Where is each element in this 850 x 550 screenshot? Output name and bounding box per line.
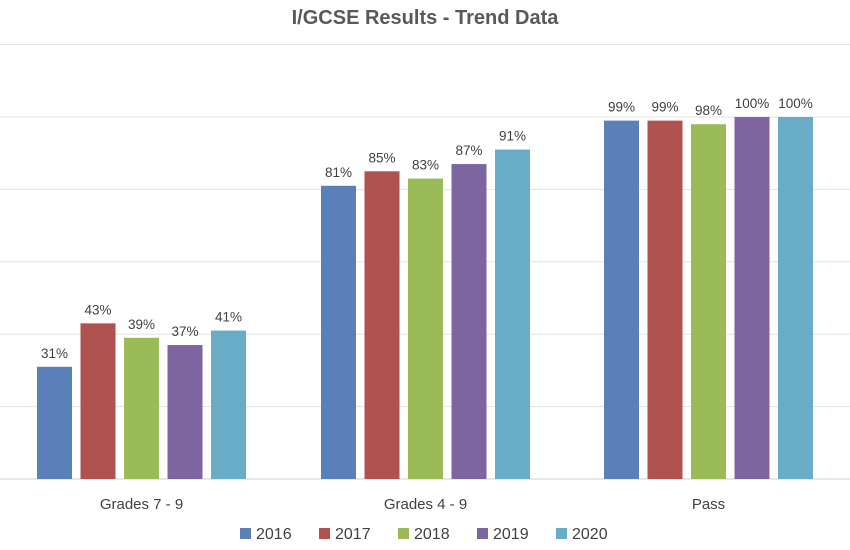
data-label: 91% [499, 129, 526, 144]
bar-2018-2 [691, 124, 726, 480]
legend-swatch-2020 [556, 528, 567, 539]
data-label: 43% [84, 302, 111, 317]
data-label: 87% [455, 143, 482, 158]
data-label: 31% [41, 346, 68, 361]
category-label: Grades 4 - 9 [384, 496, 467, 513]
bar-2017-2 [647, 120, 683, 480]
legend-label-2017: 2017 [335, 526, 371, 543]
data-label: 99% [608, 100, 635, 115]
data-label: 100% [778, 96, 813, 111]
data-label: 99% [651, 100, 678, 115]
bar-2020-1 [495, 149, 530, 479]
bar-2017-1 [364, 171, 400, 480]
chart-title: I/GCSE Results - Trend Data [292, 7, 560, 29]
data-label: 85% [368, 150, 395, 165]
bar-2019-0 [167, 345, 203, 479]
category-labels-group: Grades 7 - 9 Grades 4 - 9 Pass [100, 496, 725, 513]
data-label: 81% [325, 165, 352, 180]
category-label: Grades 7 - 9 [100, 496, 183, 513]
bar-2016-2 [604, 120, 639, 480]
data-label: 83% [412, 158, 439, 173]
bar-2016-0 [37, 366, 72, 479]
data-label: 98% [695, 103, 722, 118]
bar-2016-1 [321, 185, 356, 479]
legend-swatch-2016 [240, 528, 251, 539]
legend-swatch-2018 [398, 528, 409, 539]
bar-2018-0 [124, 337, 159, 479]
legend-swatch-2017 [319, 528, 330, 539]
data-label: 39% [128, 317, 155, 332]
legend-label-2018: 2018 [414, 526, 450, 543]
bar-2020-2 [778, 117, 813, 479]
bar-2018-1 [408, 178, 443, 480]
legend-swatch-2019 [477, 528, 488, 539]
bar-2019-1 [451, 164, 487, 479]
bar-2019-2 [734, 117, 770, 479]
bar-2017-0 [80, 323, 116, 479]
bars-group [37, 117, 813, 480]
data-labels-group: 31% 43% 39% 37% 41% 81% 85% 83% 87% 91% 99% 99% 98% 1… [41, 96, 813, 361]
legend-label-2019: 2019 [493, 526, 529, 543]
legend-label-2020: 2020 [572, 526, 608, 543]
data-label: 37% [171, 324, 198, 339]
legend: 2016 2017 2018 2019 2020 [240, 526, 608, 543]
data-label: 100% [735, 96, 770, 111]
category-label: Pass [692, 496, 725, 513]
bar-2020-0 [211, 330, 246, 479]
data-label: 41% [215, 310, 242, 325]
legend-label-2016: 2016 [256, 526, 292, 543]
